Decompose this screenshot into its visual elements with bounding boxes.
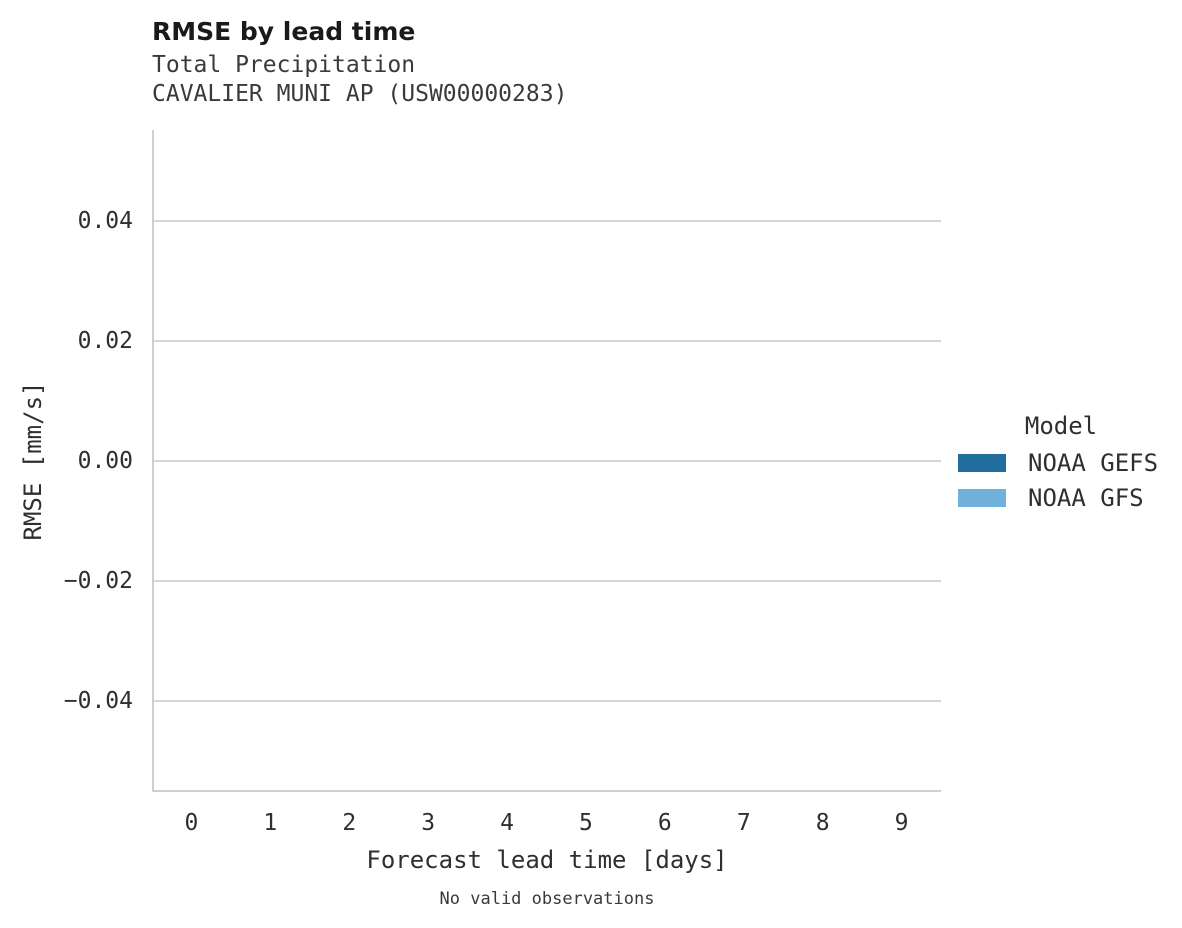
x-tick-label: 7 (736, 810, 751, 836)
legend-entry-noaa-gfs: NOAA GFS (958, 483, 1164, 512)
x-tick-label: 2 (342, 810, 357, 836)
legend-swatch-noaa-gfs (958, 488, 1006, 507)
chart-subtitle-station: CAVALIER MUNI AP (USW00000283) (152, 81, 568, 107)
chart-caption: No valid observations (439, 889, 655, 909)
y-tick-label: −0.02 (63, 567, 133, 594)
chart-subtitle-variable: Total Precipitation (152, 52, 416, 78)
x-tick-label: 9 (894, 810, 909, 836)
x-axis-title: Forecast lead time [days] (366, 846, 728, 874)
x-tick-label: 8 (815, 810, 830, 836)
gridline (154, 220, 941, 223)
gridline (154, 579, 941, 582)
gridline (154, 699, 941, 702)
y-axis-title: RMSE [mm/s] (19, 381, 47, 541)
x-tick-label: 1 (263, 810, 278, 836)
y-tick-label: 0.02 (77, 328, 133, 355)
legend-title: Model (1024, 412, 1098, 440)
gridline (154, 340, 941, 343)
legend-label-noaa-gfs: NOAA GFS (1028, 483, 1144, 512)
legend: Model NOAA GEFS NOAA GFS (958, 412, 1164, 521)
gridline (154, 460, 941, 462)
x-tick-label: 6 (657, 810, 672, 836)
y-tick-label: 0.00 (77, 448, 133, 474)
x-tick-label: 0 (184, 810, 199, 836)
y-tick-label: 0.04 (77, 208, 133, 235)
x-tick-label: 5 (579, 810, 593, 836)
y-tick-label: −0.04 (63, 687, 133, 714)
legend-swatch-noaa-gefs (958, 453, 1006, 472)
chart-title: RMSE by lead time (152, 17, 416, 46)
x-tick-label: 4 (500, 810, 514, 836)
x-tick-label: 3 (421, 810, 436, 836)
legend-entry-noaa-gefs: NOAA GEFS (958, 448, 1164, 477)
legend-label-noaa-gefs: NOAA GEFS (1028, 448, 1159, 477)
